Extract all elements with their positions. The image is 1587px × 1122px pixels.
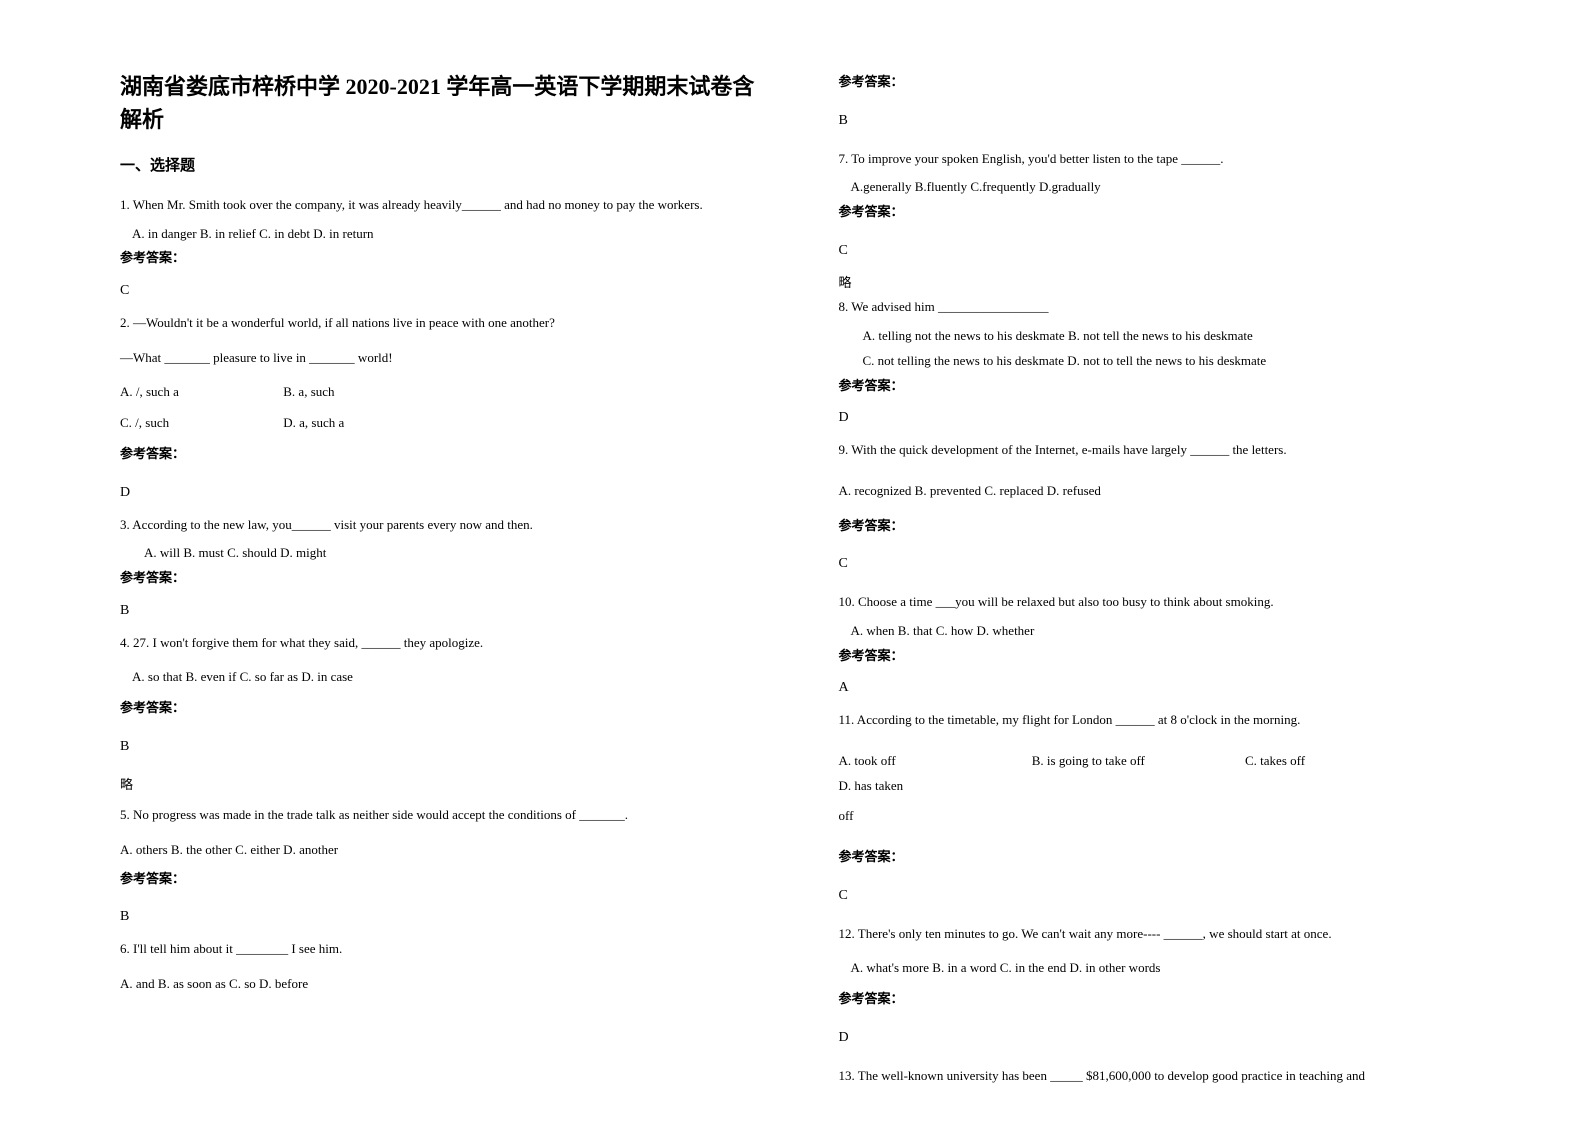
answer-label: 参考答案： — [839, 845, 1478, 870]
answer-label: 参考答案： — [120, 442, 759, 467]
q11-optB: B. is going to take off — [1032, 749, 1242, 774]
right-column: 参考答案： B 7. To improve your spoken Englis… — [799, 70, 1498, 1082]
answer-1: C — [120, 277, 759, 305]
q2-optB: B. a, such — [283, 380, 334, 405]
question-6-options: A. and B. as soon as C. so D. before — [120, 972, 759, 997]
answer-label: 参考答案： — [839, 70, 1478, 95]
question-8-options-c: C. not telling the news to his deskmate … — [863, 349, 1478, 374]
answer-5: B — [120, 903, 759, 931]
question-2: 2. —Wouldn't it be a wonderful world, if… — [120, 311, 759, 336]
question-9-options: A. recognized B. prevented C. replaced D… — [839, 479, 1478, 504]
question-12: 12. There's only ten minutes to go. We c… — [839, 922, 1478, 947]
q11-optC: C. takes off — [1245, 749, 1435, 774]
q2-optD: D. a, such a — [283, 411, 344, 436]
question-11-line2: off — [839, 804, 1478, 829]
question-2b: —What _______ pleasure to live in ______… — [120, 346, 759, 371]
question-3: 3. According to the new law, you______ v… — [120, 513, 759, 538]
document-title: 湖南省娄底市梓桥中学 2020-2021 学年高一英语下学期期末试卷含解析 — [120, 70, 759, 136]
left-column: 湖南省娄底市梓桥中学 2020-2021 学年高一英语下学期期末试卷含解析 一、… — [100, 70, 799, 1082]
answer-label: 参考答案： — [839, 514, 1478, 539]
question-7: 7. To improve your spoken English, you'd… — [839, 147, 1478, 172]
question-5: 5. No progress was made in the trade tal… — [120, 803, 759, 828]
answer-9: C — [839, 550, 1478, 578]
note-omit: 略 — [120, 773, 759, 798]
question-10: 10. Choose a time ___you will be relaxed… — [839, 590, 1478, 615]
answer-label: 参考答案： — [120, 696, 759, 721]
question-12-options: A. what's more B. in a word C. in the en… — [851, 956, 1478, 981]
question-2-options-2: C. /, such D. a, such a — [120, 411, 759, 436]
question-4-options: A. so that B. even if C. so far as D. in… — [132, 665, 759, 690]
question-8-options-a: A. telling not the news to his deskmate … — [863, 324, 1478, 349]
page-container: 湖南省娄底市梓桥中学 2020-2021 学年高一英语下学期期末试卷含解析 一、… — [0, 0, 1587, 1122]
section-header: 一、选择题 — [120, 154, 759, 175]
question-11: 11. According to the timetable, my fligh… — [839, 708, 1478, 733]
answer-label: 参考答案： — [839, 200, 1478, 225]
question-13: 13. The well-known university has been _… — [839, 1064, 1478, 1089]
answer-2: D — [120, 479, 759, 507]
question-9: 9. With the quick development of the Int… — [839, 438, 1478, 463]
q2-optC: C. /, such — [120, 411, 280, 436]
question-11-options: A. took off B. is going to take off C. t… — [839, 749, 1478, 798]
q2-optA: A. /, such a — [120, 380, 280, 405]
question-10-options: A. when B. that C. how D. whether — [851, 619, 1478, 644]
question-2-options-1: A. /, such a B. a, such — [120, 380, 759, 405]
question-1: 1. When Mr. Smith took over the company,… — [120, 193, 759, 218]
answer-label: 参考答案： — [839, 644, 1478, 669]
answer-3: B — [120, 597, 759, 625]
answer-4: B — [120, 733, 759, 761]
question-3-options: A. will B. must C. should D. might — [144, 541, 759, 566]
question-1-options: A. in danger B. in relief C. in debt D. … — [132, 222, 759, 247]
question-6: 6. I'll tell him about it ________ I see… — [120, 937, 759, 962]
note-omit: 略 — [839, 271, 1478, 296]
answer-11: C — [839, 882, 1478, 910]
answer-6: B — [839, 107, 1478, 135]
question-5-options: A. others B. the other C. either D. anot… — [120, 838, 759, 863]
answer-10: A — [839, 674, 1478, 702]
answer-label: 参考答案： — [120, 246, 759, 271]
answer-label: 参考答案： — [839, 374, 1478, 399]
answer-12: D — [839, 1024, 1478, 1052]
answer-label: 参考答案： — [120, 566, 759, 591]
q11-optD: D. has taken — [839, 774, 904, 799]
question-7-options: A.generally B.fluently C.frequently D.gr… — [851, 175, 1478, 200]
question-4: 4. 27. I won't forgive them for what the… — [120, 631, 759, 656]
answer-label: 参考答案： — [120, 867, 759, 892]
question-8: 8. We advised him _________________ — [839, 295, 1478, 320]
answer-7: C — [839, 237, 1478, 265]
answer-8: D — [839, 404, 1478, 432]
answer-label: 参考答案： — [839, 987, 1478, 1012]
q11-optA: A. took off — [839, 749, 1029, 774]
